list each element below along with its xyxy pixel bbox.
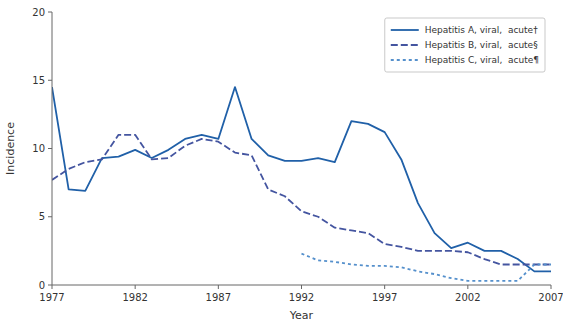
y-axis-label: Incidence: [4, 122, 17, 175]
plot-area: [52, 12, 551, 285]
x-tick: [218, 285, 219, 289]
x-tick: [301, 285, 302, 289]
y-tick: [48, 148, 52, 149]
x-axis-label: Year: [289, 309, 314, 322]
y-tick: [48, 216, 52, 217]
x-tick-label: 1982: [122, 292, 147, 303]
x-axis: [52, 285, 551, 286]
legend: Hepatitis A, viral, acute† Hepatitis B, v…: [385, 18, 545, 72]
x-tick: [384, 285, 385, 289]
y-tick-label: 0: [39, 280, 45, 291]
legend-label: Hepatitis A, viral, acute†: [425, 25, 538, 35]
chart: 1977 1982 1987 1992 1997 2002 2007 0 5 10 15 20 Year…: [0, 0, 563, 327]
x-tick: [52, 285, 53, 289]
series-line: [52, 87, 551, 271]
legend-label: Hepatitis C, viral, acute¶: [425, 55, 539, 65]
y-tick-label: 20: [32, 7, 45, 18]
legend-swatch: [391, 44, 419, 46]
y-tick-label: 5: [39, 211, 45, 222]
x-tick-label: 1977: [39, 292, 64, 303]
x-tick-label: 2007: [538, 292, 563, 303]
x-tick-label: 1997: [372, 292, 397, 303]
y-tick: [48, 285, 52, 286]
legend-swatch: [391, 29, 419, 31]
x-tick: [551, 285, 552, 289]
y-tick: [48, 12, 52, 13]
legend-swatch: [391, 59, 419, 61]
series-group: [52, 87, 551, 281]
series-line: [52, 135, 551, 265]
legend-label: Hepatitis B, viral, acute§: [425, 40, 538, 50]
y-tick-label: 15: [32, 75, 45, 86]
y-tick-label: 10: [32, 143, 45, 154]
y-tick: [48, 80, 52, 81]
x-tick-label: 2002: [455, 292, 480, 303]
x-tick: [467, 285, 468, 289]
legend-box: [385, 18, 545, 72]
x-tick: [135, 285, 136, 289]
x-tick-label: 1987: [206, 292, 231, 303]
x-tick-label: 1992: [289, 292, 314, 303]
series-line: [302, 254, 552, 281]
y-axis: [52, 12, 53, 285]
